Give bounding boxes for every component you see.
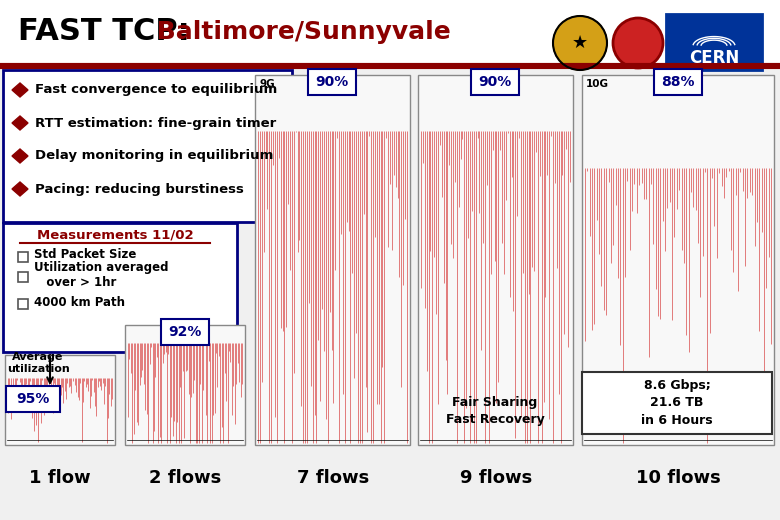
Text: 10G: 10G	[586, 79, 609, 89]
Text: 90%: 90%	[478, 75, 512, 89]
Text: 10 flows: 10 flows	[636, 469, 721, 487]
Text: CERN: CERN	[689, 49, 739, 67]
Text: 90%: 90%	[315, 75, 349, 89]
FancyBboxPatch shape	[654, 69, 702, 95]
Text: Utilization averaged
   over > 1hr: Utilization averaged over > 1hr	[34, 261, 168, 290]
FancyBboxPatch shape	[18, 272, 28, 282]
Text: RTT estimation: fine-grain timer: RTT estimation: fine-grain timer	[35, 116, 276, 129]
FancyBboxPatch shape	[0, 0, 780, 65]
FancyBboxPatch shape	[125, 325, 245, 445]
Text: 92%: 92%	[168, 325, 202, 339]
FancyBboxPatch shape	[582, 75, 774, 445]
Text: ★: ★	[572, 34, 588, 52]
Circle shape	[613, 18, 663, 68]
Text: 8.6 Gbps;
21.6 TB
in 6 Hours: 8.6 Gbps; 21.6 TB in 6 Hours	[641, 379, 713, 427]
Text: 1 flow: 1 flow	[29, 469, 90, 487]
FancyBboxPatch shape	[6, 386, 60, 412]
Polygon shape	[12, 83, 28, 97]
FancyBboxPatch shape	[18, 299, 28, 309]
FancyBboxPatch shape	[18, 252, 28, 262]
FancyBboxPatch shape	[471, 69, 519, 95]
FancyBboxPatch shape	[582, 372, 772, 434]
Text: 9G: 9G	[259, 79, 275, 89]
FancyBboxPatch shape	[3, 223, 237, 352]
Text: 88%: 88%	[661, 75, 695, 89]
FancyBboxPatch shape	[418, 75, 573, 445]
FancyBboxPatch shape	[255, 75, 410, 445]
Text: FAST TCP:: FAST TCP:	[18, 18, 190, 46]
Text: Baltimore/Sunnyvale: Baltimore/Sunnyvale	[148, 20, 451, 44]
FancyBboxPatch shape	[161, 319, 209, 345]
Text: 7 flows: 7 flows	[297, 469, 369, 487]
Polygon shape	[12, 116, 28, 130]
FancyBboxPatch shape	[666, 14, 762, 70]
Text: 2 flows: 2 flows	[149, 469, 221, 487]
Text: 4000 km Path: 4000 km Path	[34, 295, 125, 308]
Text: Fair Sharing
Fast Recovery: Fair Sharing Fast Recovery	[445, 396, 544, 426]
Text: 95%: 95%	[16, 392, 50, 406]
FancyBboxPatch shape	[308, 69, 356, 95]
FancyBboxPatch shape	[5, 355, 115, 445]
Text: 9 flows: 9 flows	[460, 469, 532, 487]
Text: Delay monitoring in equilibrium: Delay monitoring in equilibrium	[35, 150, 273, 162]
Text: Average
utilization: Average utilization	[6, 352, 69, 373]
Circle shape	[553, 16, 607, 70]
Text: Std Packet Size: Std Packet Size	[34, 249, 136, 262]
Text: Pacing: reducing burstiness: Pacing: reducing burstiness	[35, 183, 244, 196]
Text: Measurements 11/02: Measurements 11/02	[37, 228, 193, 241]
Text: Fast convergence to equilibrium: Fast convergence to equilibrium	[35, 84, 277, 97]
Polygon shape	[12, 149, 28, 163]
Polygon shape	[12, 182, 28, 196]
FancyBboxPatch shape	[3, 70, 292, 222]
